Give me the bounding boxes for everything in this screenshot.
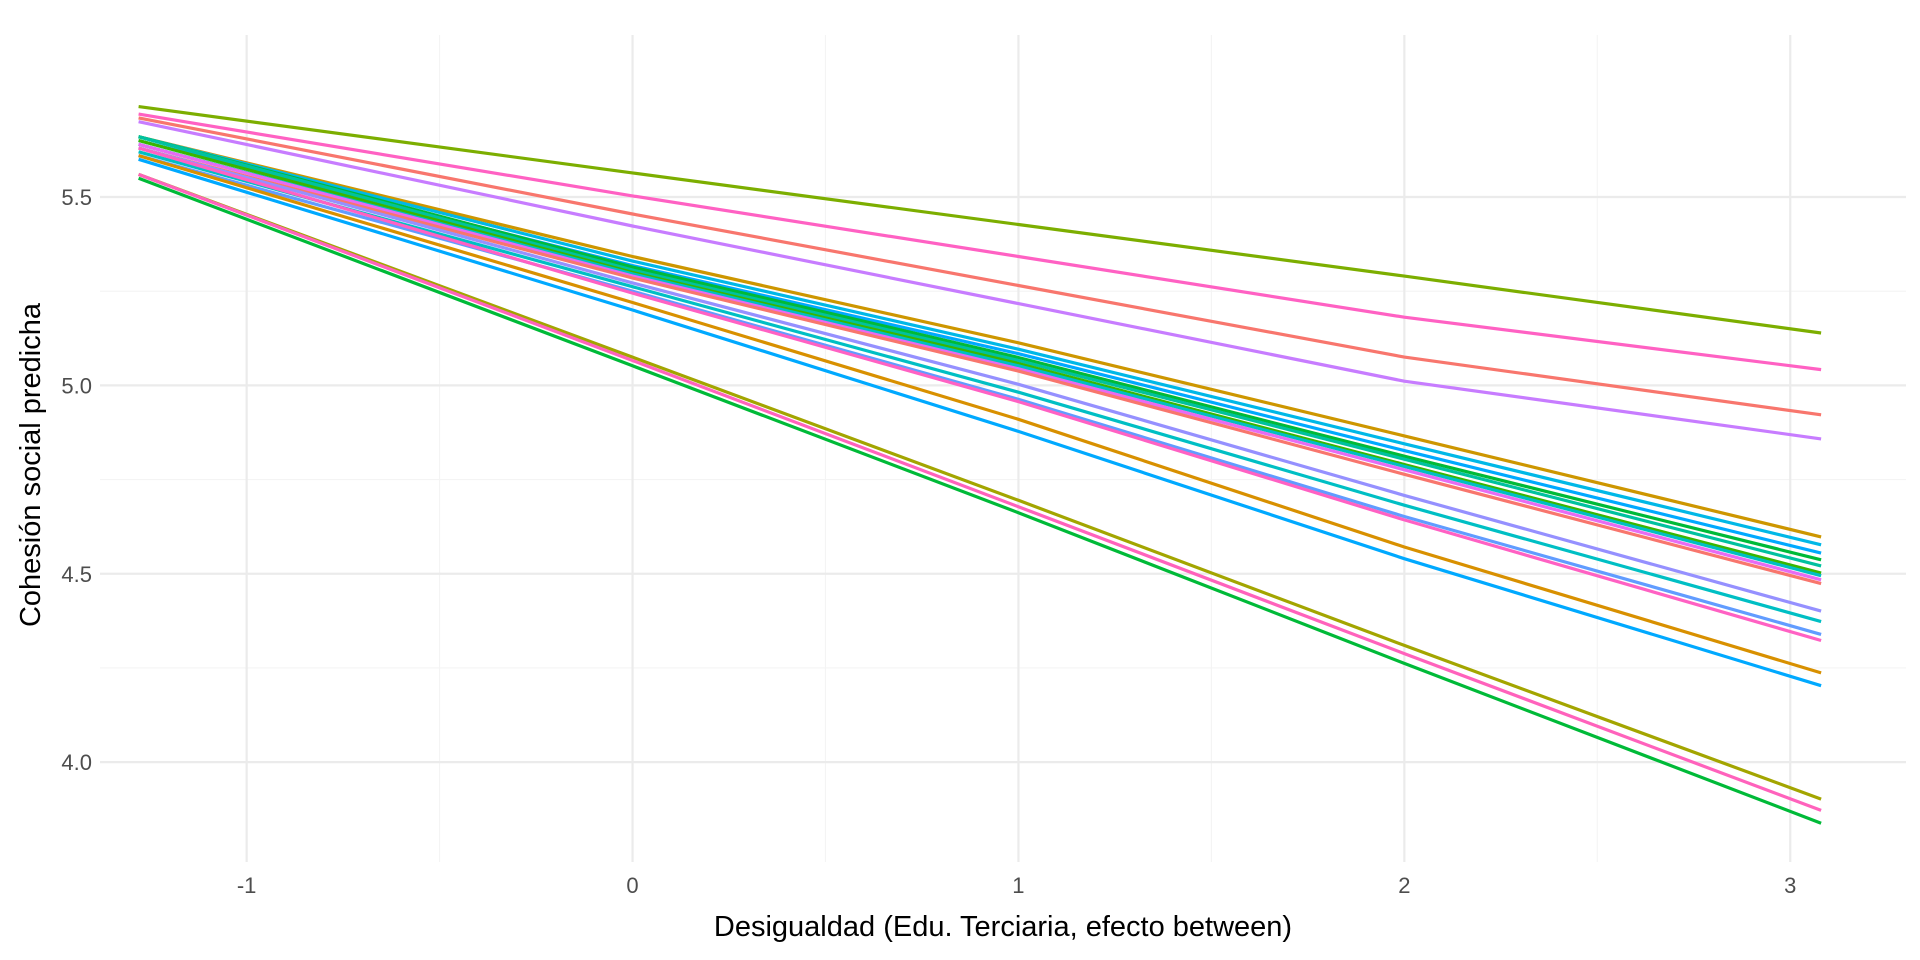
series-lines [138,105,1822,825]
series-line-17 [138,146,1822,643]
series-line-19 [138,157,1822,688]
series-line-8 [138,135,1822,562]
major-gridlines [100,35,1906,862]
x-tick-label: 3 [1784,873,1796,898]
x-tick-label: -1 [237,873,257,898]
x-tick-label: 0 [626,873,638,898]
series-line-22 [138,176,1822,825]
y-tick-label: 5.5 [61,185,92,210]
y-tick-label: 4.0 [61,750,92,775]
series-line-9 [138,135,1822,568]
series-line-6 [138,135,1822,547]
series-line-5 [138,135,1822,539]
series-line-21 [138,172,1822,812]
x-tick-label: 2 [1398,873,1410,898]
series-line-2 [138,112,1822,372]
minor-gridlines [100,35,1906,862]
y-tick-label: 4.5 [61,562,92,587]
series-line-4 [138,120,1822,441]
x-tick-label: 1 [1012,873,1024,898]
y-axis-title: Cohesión social predicha [15,302,47,627]
y-axis-tick-labels: 4.0 4.5 5.0 5.5 [61,185,92,775]
series-line-14 [138,146,1822,613]
series-line-13 [138,146,1822,586]
x-axis-title: Desigualdad (Edu. Terciaria, efecto betw… [714,911,1292,943]
series-line-20 [138,172,1822,801]
y-tick-label: 5.0 [61,373,92,398]
x-axis-tick-labels: -1 0 1 2 3 [237,873,1796,898]
series-line-1 [138,105,1822,335]
series-line-18 [138,154,1822,675]
series-line-10 [138,138,1822,575]
series-line-15 [138,150,1822,624]
series-line-16 [138,154,1822,636]
series-line-12 [138,142,1822,582]
series-line-3 [138,116,1822,417]
